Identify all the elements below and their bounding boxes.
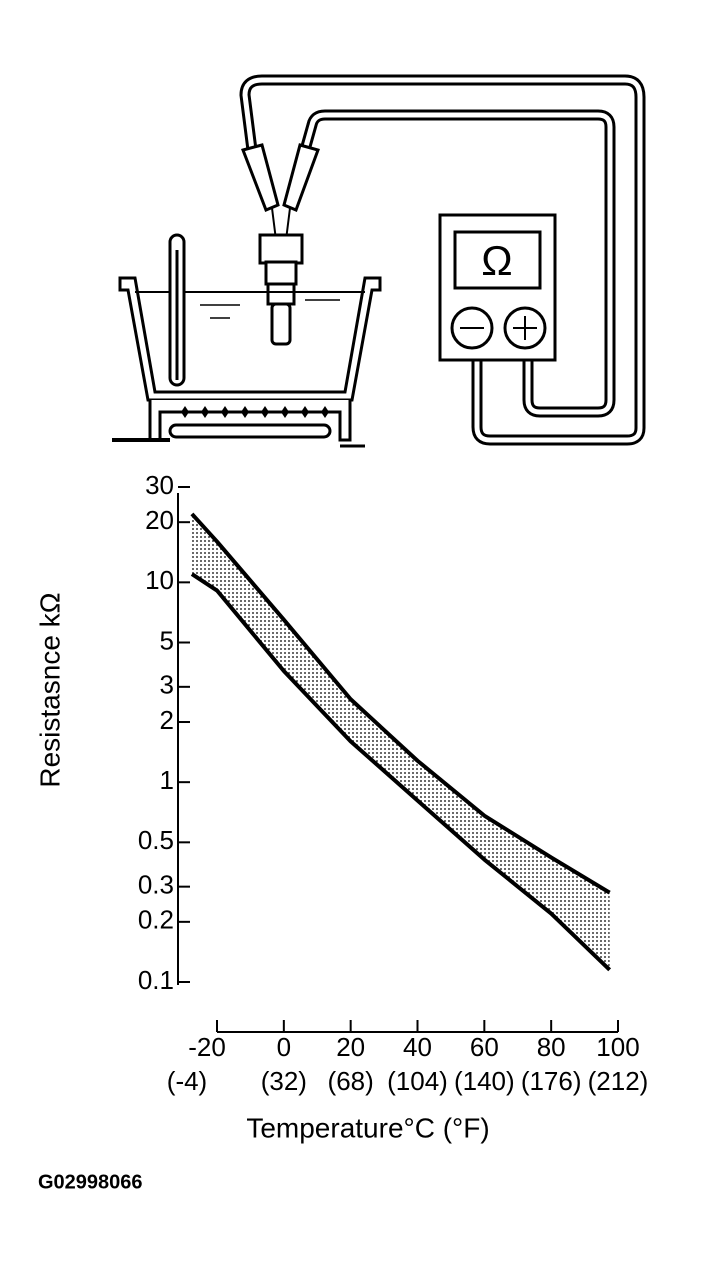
y-tick-label: 0.3 xyxy=(138,870,174,900)
curve xyxy=(190,512,611,895)
chart: 0.1 0.2 0.3 0.5 1 2 3 5 10 20 30 -20 (-4) 0 (32) 20 (68)… xyxy=(138,470,649,1096)
x-tick-label-f: (176) xyxy=(521,1066,582,1096)
x-tick-label-f: (212) xyxy=(588,1066,649,1096)
y-tick-label: 2 xyxy=(160,705,174,735)
figure-code: G02998066 xyxy=(38,1171,143,1193)
y-tick-label: 0.2 xyxy=(138,905,174,935)
x-tick-label-f: (104) xyxy=(387,1066,448,1096)
x-tick-label-f: (-4) xyxy=(167,1066,207,1096)
y-axis-label: Resistasnce kΩ xyxy=(34,592,65,787)
x-tick-label: 0 xyxy=(277,1032,291,1062)
x-tick-label-f: (140) xyxy=(454,1066,515,1096)
x-tick-label: 100 xyxy=(596,1032,639,1062)
y-tick-label: 10 xyxy=(145,565,174,595)
meter-symbol: Ω xyxy=(481,237,512,284)
x-axis-label: Temperature°C (°F) xyxy=(246,1112,489,1143)
y-tick-label: 0.5 xyxy=(138,825,174,855)
x-tick-label-f: (68) xyxy=(328,1066,374,1096)
y-tick-label: 3 xyxy=(160,670,174,700)
x-tick-label: 20 xyxy=(336,1032,365,1062)
x-tick-label: 80 xyxy=(537,1032,566,1062)
y-tick-label: 30 xyxy=(145,470,174,500)
tolerance-band xyxy=(191,513,610,970)
y-tick-label: 1 xyxy=(160,765,174,795)
x-tick-label: 40 xyxy=(403,1032,432,1062)
y-tick-label: 20 xyxy=(145,505,174,535)
x-tick-label-f: (32) xyxy=(261,1066,307,1096)
y-tick-label: 0.1 xyxy=(138,965,174,995)
illustration: Ω xyxy=(112,74,646,448)
y-tick-label: 5 xyxy=(160,625,174,655)
curve xyxy=(190,572,612,972)
x-tick-label: 60 xyxy=(470,1032,499,1062)
x-tick-label: -20 xyxy=(188,1032,226,1062)
